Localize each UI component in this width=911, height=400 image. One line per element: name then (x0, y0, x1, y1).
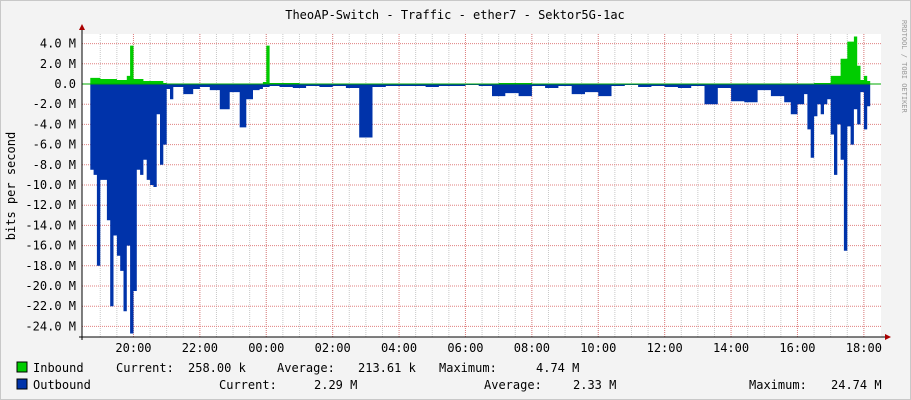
inbound-legend-name: Inbound (33, 361, 84, 375)
y-tick-label: -14.0 M (25, 218, 76, 232)
svg-text:258.00 k Average: 213.: 258.00 k Average: 213.61 k Maximum: 4.74… (188, 361, 579, 375)
x-tick-label: 14:00 (713, 341, 749, 355)
y-tick-labels: 4.0 M 2.0 M 0.0 -2.0 M -4.0 M -6.0 M -8.0 M -10… (25, 37, 76, 334)
y-tick-label: -22.0 M (25, 299, 76, 313)
y-tick-label: 4.0 M (40, 37, 76, 51)
grid (82, 34, 881, 337)
x-tick-label: 04:00 (381, 341, 417, 355)
outbound-current-label: Current: (219, 378, 277, 392)
svg-text:Outbound Current: 2.29: Outbound Current: 2.29 M Average: 2.33 M… (33, 378, 882, 392)
rrdtool-watermark: RRDTOOL / TOBI OETIKER (900, 20, 908, 114)
x-tick-label: 16:00 (779, 341, 815, 355)
x-tick-labels: 20:00 22:00 00:00 02:00 04:00 06:00 08:00 10:00… (115, 341, 882, 355)
svg-text:Inbound Current:: Inbound Current: (33, 361, 174, 375)
inbound-current-label: Current: (116, 361, 174, 375)
y-tick-label: -18.0 M (25, 259, 76, 273)
y-tick-label: -4.0 M (33, 117, 76, 131)
x-tick-label: 12:00 (647, 341, 683, 355)
outbound-legend-swatch (16, 378, 28, 390)
y-tick-label: -12.0 M (25, 198, 76, 212)
y-tick-label: -6.0 M (33, 138, 76, 152)
y-axis-arrow (79, 24, 85, 30)
x-tick-label: 22:00 (182, 341, 218, 355)
plot-areas (82, 36, 881, 334)
outbound-average-label: Average: (484, 378, 542, 392)
x-tick-label: 06:00 (447, 341, 483, 355)
y-tick-label: -8.0 M (33, 158, 76, 172)
x-axis-arrow (885, 334, 891, 340)
inbound-current-value-text: 258.00 k (188, 361, 247, 375)
x-tick-label: 02:00 (315, 341, 351, 355)
x-tick-label: 20:00 (115, 341, 151, 355)
inbound-maximum-label: Maximum: (439, 361, 497, 375)
y-tick-label: -2.0 M (33, 97, 76, 111)
y-tick-label: 2.0 M (40, 57, 76, 71)
outbound-maximum-label: Maximum: (749, 378, 807, 392)
y-tick-label: -20.0 M (25, 279, 76, 293)
outbound-legend-name: Outbound (33, 378, 91, 392)
x-tick-label: 00:00 (248, 341, 284, 355)
inbound-legend-swatch (16, 361, 28, 373)
y-tick-label: -10.0 M (25, 178, 76, 192)
y-tick-label: 0.0 (54, 77, 76, 91)
x-tick-label: 18:00 (846, 341, 882, 355)
y-axis-label: bits per second (4, 132, 18, 240)
inbound-average-value: 213.61 k (358, 361, 417, 375)
x-tick-label: 10:00 (580, 341, 616, 355)
outbound-average-value: 2.33 M (573, 378, 616, 392)
outbound-current-value: 2.29 M (314, 378, 357, 392)
inbound-average-label: Average: (277, 361, 335, 375)
outbound-area (90, 84, 871, 334)
outbound-maximum-value: 24.74 M (831, 378, 882, 392)
chart-title: TheoAP-Switch - Traffic - ether7 - Sekto… (285, 8, 625, 22)
plot-background (82, 34, 881, 337)
axes (79, 24, 891, 340)
y-tick-label: -16.0 M (25, 239, 76, 253)
x-tick-label: 08:00 (514, 341, 550, 355)
y-tick-label: -24.0 M (25, 319, 76, 333)
inbound-maximum-value: 4.74 M (536, 361, 579, 375)
